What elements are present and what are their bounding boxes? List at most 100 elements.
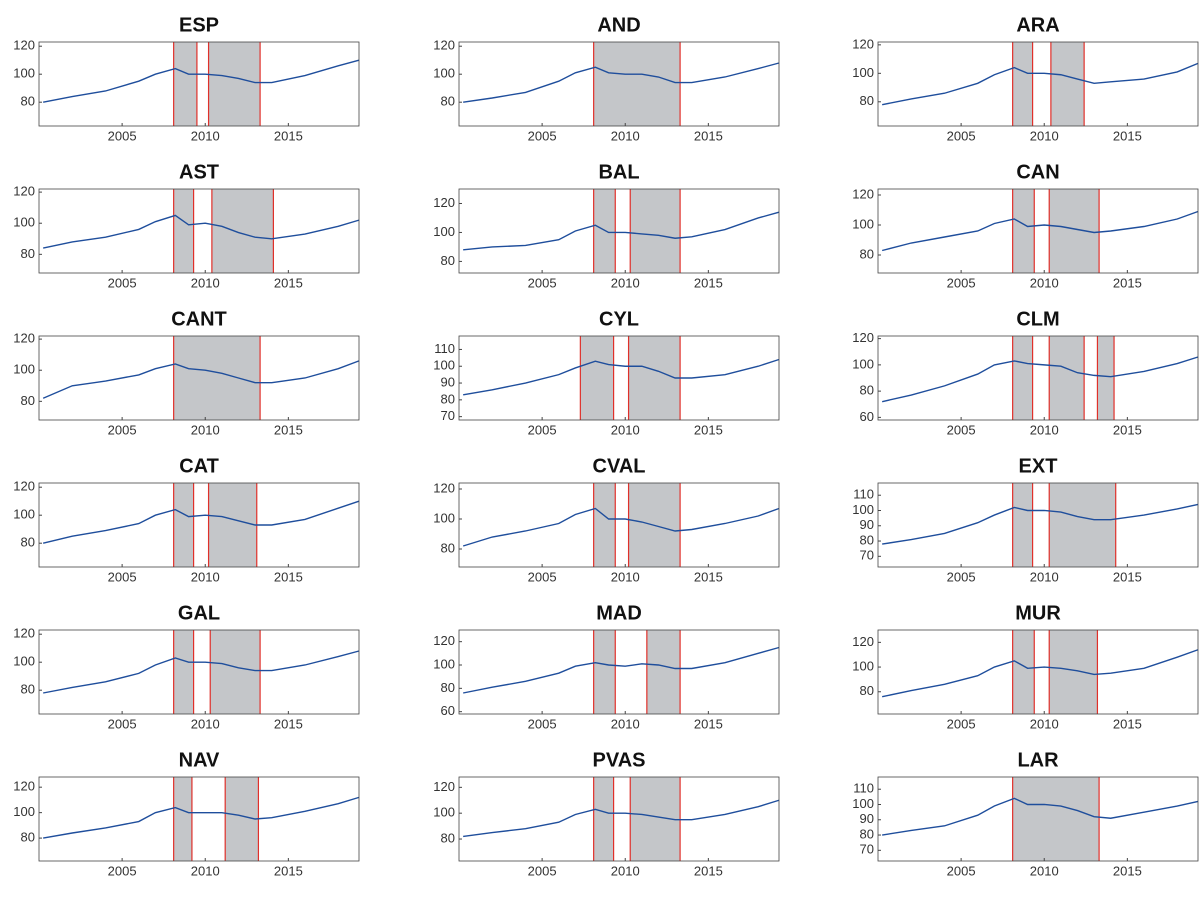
shaded-period	[1012, 483, 1033, 567]
y-tick-label: 100	[852, 65, 874, 80]
x-tick-label: 2015	[274, 569, 303, 584]
y-tick-label: 80	[860, 683, 874, 698]
y-tick-label: 100	[852, 356, 874, 371]
y-tick-label: 100	[433, 358, 455, 373]
shaded-period	[1050, 42, 1085, 126]
y-tick-label: 80	[441, 680, 455, 695]
shaded-period	[646, 630, 681, 714]
x-tick-label: 2015	[694, 128, 723, 143]
y-tick-label: 120	[433, 195, 455, 210]
axes-box	[877, 41, 1199, 127]
x-tick-label: 2005	[947, 863, 976, 878]
axes-box	[38, 776, 360, 862]
y-tick-label: 120	[433, 633, 455, 648]
y-tick-label: 60	[860, 409, 874, 424]
panel-title: CYL	[599, 308, 639, 330]
x-tick-label: 2010	[611, 422, 640, 437]
shaded-period	[1049, 483, 1116, 567]
axes-box	[877, 482, 1199, 568]
panel: GAL 80 100 120 2005 2010 2015	[13, 602, 360, 731]
y-tick-label: 120	[852, 330, 874, 345]
series-line	[462, 507, 780, 547]
x-tick-label: 2010	[191, 275, 220, 290]
panel: CANT 80 100 120 2005 2010 2015	[13, 308, 360, 437]
y-tick-label: 120	[13, 38, 35, 53]
x-tick-label: 2005	[108, 569, 137, 584]
x-tick-label: 2005	[947, 422, 976, 437]
y-tick-label: 100	[433, 656, 455, 671]
panel: AND 80 100 120 2005 2010 2015	[433, 14, 780, 143]
axes-box	[458, 776, 780, 862]
series-line	[882, 62, 1199, 106]
shaded-period	[210, 630, 261, 714]
y-tick-label: 80	[21, 830, 35, 845]
y-tick-label: 60	[441, 703, 455, 718]
y-tick-label: 80	[21, 393, 35, 408]
panel-title: BAL	[598, 161, 639, 183]
panel-title: PVAS	[593, 749, 646, 771]
axes-box	[38, 335, 360, 421]
shaded-period	[1012, 336, 1033, 420]
y-tick-label: 80	[441, 253, 455, 268]
axes-box	[877, 335, 1199, 421]
x-tick-label: 2010	[1030, 569, 1059, 584]
axes-box	[38, 629, 360, 715]
panel: CAN 80 100 120 2005 2010 2015	[852, 161, 1199, 290]
y-tick-label: 90	[860, 811, 874, 826]
y-tick-label: 120	[852, 634, 874, 649]
x-tick-label: 2005	[528, 422, 557, 437]
shaded-period	[593, 777, 614, 861]
y-tick-label: 80	[441, 94, 455, 109]
panel: CAT 80 100 120 2005 2010 2015	[13, 455, 360, 584]
shaded-period	[211, 189, 274, 273]
shaded-period	[630, 189, 681, 273]
series-line	[42, 360, 360, 399]
series-line	[882, 356, 1199, 403]
y-tick-label: 120	[433, 38, 455, 53]
axes-box	[877, 188, 1199, 274]
x-tick-label: 2005	[947, 569, 976, 584]
shaded-period	[1049, 189, 1100, 273]
panel: CVAL 80 100 120 2005 2010 2015	[433, 455, 780, 584]
axes-box	[38, 41, 360, 127]
axes-box	[458, 335, 780, 421]
y-tick-label: 120	[852, 186, 874, 201]
series-line	[463, 799, 780, 838]
x-tick-label: 2015	[694, 716, 723, 731]
x-tick-label: 2010	[611, 569, 640, 584]
x-tick-label: 2010	[1030, 716, 1059, 731]
shaded-period	[173, 777, 192, 861]
panel: ESP 80 100 120 2005 2010 2015	[13, 14, 360, 143]
shaded-period	[1012, 630, 1035, 714]
x-tick-label: 2010	[191, 863, 220, 878]
x-tick-label: 2010	[191, 569, 220, 584]
x-tick-label: 2010	[611, 275, 640, 290]
y-tick-label: 70	[860, 548, 874, 563]
shaded-period	[208, 483, 257, 567]
axes-box	[458, 41, 780, 127]
y-tick-label: 100	[13, 804, 35, 819]
y-tick-label: 80	[860, 246, 874, 261]
y-tick-label: 100	[433, 224, 455, 239]
panel-title: ARA	[1016, 14, 1059, 36]
x-tick-label: 2005	[528, 863, 557, 878]
x-tick-label: 2015	[694, 275, 723, 290]
y-tick-label: 100	[13, 66, 35, 81]
x-tick-label: 2005	[528, 275, 557, 290]
x-tick-label: 2005	[528, 569, 557, 584]
panel-title: CAN	[1016, 161, 1059, 183]
y-tick-label: 80	[860, 532, 874, 547]
series-line	[881, 210, 1199, 252]
x-tick-label: 2010	[611, 716, 640, 731]
panel: NAV 80 100 120 2005 2010 2015	[13, 749, 360, 878]
y-tick-label: 110	[434, 341, 455, 356]
x-tick-label: 2015	[274, 422, 303, 437]
panel-title: GAL	[178, 602, 220, 624]
x-tick-label: 2010	[611, 863, 640, 878]
x-tick-label: 2015	[694, 863, 723, 878]
y-tick-label: 100	[13, 507, 35, 522]
y-tick-label: 100	[13, 362, 35, 377]
